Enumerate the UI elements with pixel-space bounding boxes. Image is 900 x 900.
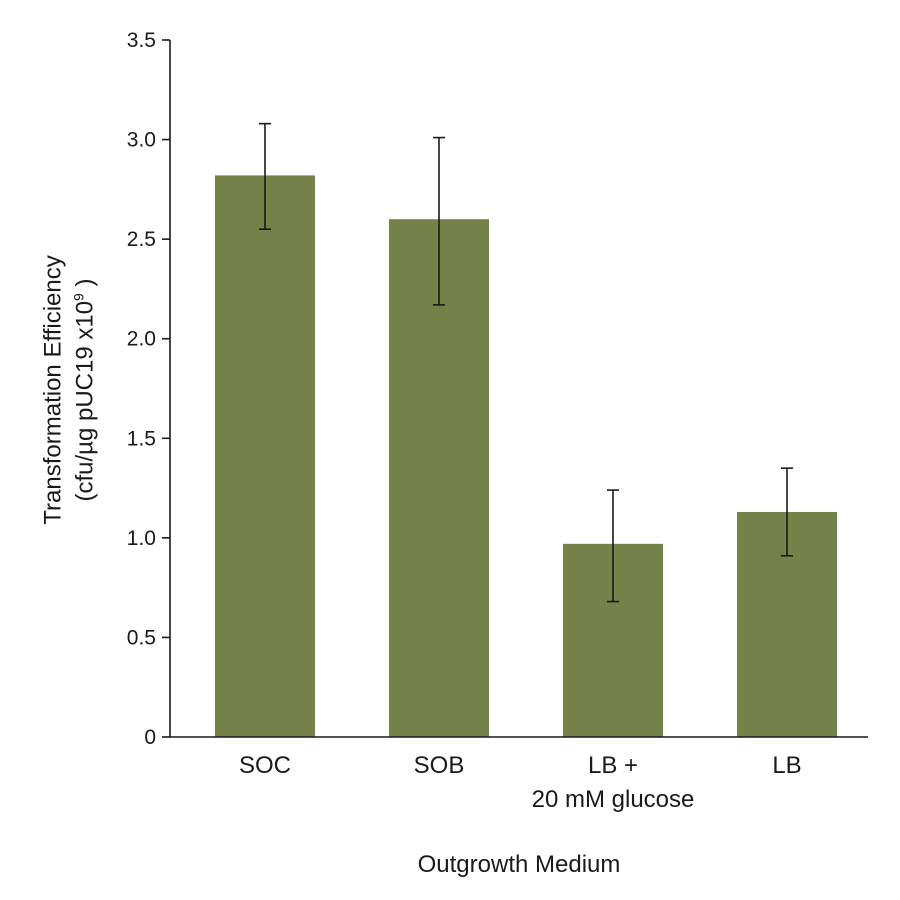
bar (215, 175, 315, 738)
y-axis-title: Transformation Efficiency (cfu/µg pUC19 … (39, 255, 98, 524)
y-tick-label: 3.5 (127, 29, 156, 52)
y-tick-label: 0.5 (127, 626, 156, 649)
y-tick-label: 1.0 (127, 527, 156, 550)
x-category-label: LB (772, 752, 801, 779)
y-axis-title-line1: Transformation Efficiency (39, 255, 66, 524)
y-axis-title-unit: (cfu/µg pUC19 x10 (71, 301, 98, 502)
y-axis-title-line2: (cfu/µg pUC19 x109 ) (70, 278, 98, 501)
y-tick-label: 2.0 (127, 328, 156, 351)
y-axis-title-close: ) (71, 278, 98, 293)
y-tick-label: 0 (144, 726, 156, 749)
y-axis-title-superscript: 9 (70, 293, 86, 301)
x-category-label: SOC (239, 752, 291, 779)
x-axis-title: Outgrowth Medium (418, 851, 621, 878)
y-tick-label: 3.0 (127, 129, 156, 152)
x-category-label: SOB (414, 752, 465, 779)
error-bars (259, 122, 793, 603)
x-category-label: 20 mM glucose (532, 786, 695, 813)
y-axis-ticks: 0 0.5 1.0 1.5 2.0 2.5 3.0 3.5 (127, 29, 170, 749)
x-axis-categories: SOC SOB LB + 20 mM glucose LB (239, 752, 802, 813)
x-category-label: LB + (588, 752, 638, 779)
y-tick-label: 2.5 (127, 228, 156, 251)
bars (215, 175, 837, 738)
y-tick-label: 1.5 (127, 427, 156, 450)
